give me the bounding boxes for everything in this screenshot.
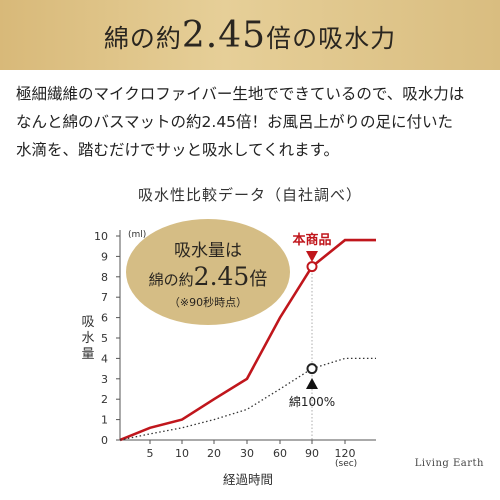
y-axis-title-char: 吸 [81,315,94,330]
badge-line1: 吸水量は [174,241,242,261]
y-tick-label: 6 [101,312,108,325]
y-unit-label: (ml) [128,230,146,240]
badge-line2-part: 倍 [249,269,267,290]
x-tick-label: 5 [147,447,154,460]
banner-title: 綿の約2.45倍の吸水力 [104,15,396,56]
product-series-line [119,238,376,442]
description-line: なんと綿のバスマットの約2.45倍！お風呂上がりの足に付いた [16,113,454,131]
x-tick-label: 20 [207,447,221,460]
banner-title-part4: 吸水力 [318,23,397,53]
badge-line2-part: 綿の約 [149,271,194,289]
description-line: 水滴を、踏むだけでサッと吸水してくれます。 [16,141,340,159]
x-axis-title: 経過時間 [223,472,273,487]
cotton-marker-point [306,363,318,375]
product-series-label: 本商品 [292,232,331,248]
y-tick-label: 8 [101,271,108,284]
cotton-series-line [119,357,376,441]
badge-line2: 綿の約2.45倍 [149,262,268,291]
banner-title-number: 2.45 [181,14,267,56]
brand-watermark: Living Earth [414,458,484,469]
y-axis-title-char: 水 [81,331,94,346]
y-axis-title-char: 量 [81,347,94,362]
y-tick-label: 7 [101,291,108,304]
y-tick-label: 3 [101,373,108,386]
product-marker-point [306,261,318,273]
y-tick-label: 1 [101,414,108,427]
x-tick-label: 30 [240,447,254,460]
cotton-series-label: 綿100% [289,395,335,409]
banner-title-part3: 倍の [266,23,319,53]
x-unit-label: (sec) [335,459,357,469]
description-line: 極細繊維のマイクロファイバー生地でできているので、吸水力は [16,85,465,103]
title-banner: 綿の約2.45倍の吸水力 [0,0,500,70]
y-tick-label: 0 [101,434,108,447]
y-tick-label: 4 [101,352,108,365]
chart-title: 吸水性比較データ（自社調べ） [137,186,362,204]
x-tick-label: 90 [305,447,319,460]
y-tick-label: 10 [94,230,108,243]
badge-line3: （※90秒時点） [169,295,247,309]
cotton-up-arrow [306,378,318,389]
badge-ellipse [126,219,290,325]
y-tick-label: 9 [101,250,108,263]
product-down-arrow [306,251,318,262]
description: 極細繊維のマイクロファイバー生地でできているので、吸水力は なんと綿のバスマット… [16,80,488,164]
y-tick-label: 2 [101,393,108,406]
x-tick-label: 60 [273,447,287,460]
x-tick-label: 120 [335,447,356,460]
x-tick-label: 10 [175,447,189,460]
banner-title-part1: 綿の約 [103,23,182,53]
y-tick-label: 5 [101,332,108,345]
badge-line2-part: 2.45 [194,262,250,291]
